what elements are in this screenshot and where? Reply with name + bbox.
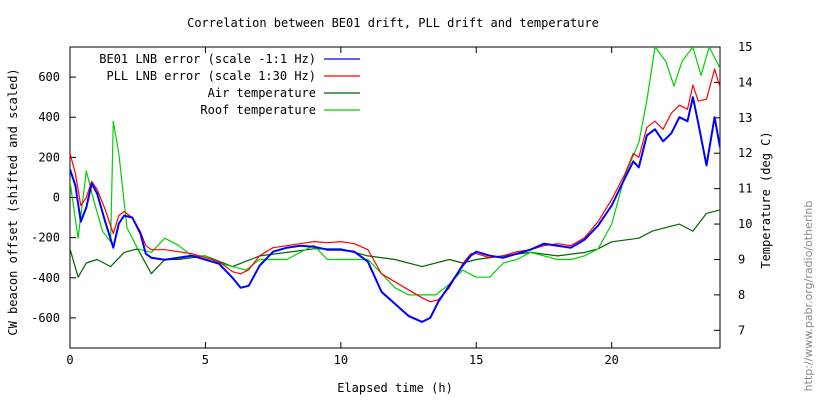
y-tick-label: -400 [31, 271, 60, 285]
legend-label-roof-temperature: Roof temperature [200, 103, 316, 117]
y2-tick-label: 12 [738, 146, 752, 160]
x-axis: 0 5 10 15 20 [66, 47, 619, 367]
y-tick-label: 200 [38, 150, 60, 164]
legend-label-be01-lnb-error-scale-1-1-hz: BE01 LNB error (scale -1:1 Hz) [99, 52, 316, 66]
y2-tick-label: 10 [738, 217, 752, 231]
y2-tick-label: 11 [738, 182, 752, 196]
x-axis-label: Elapsed time (h) [337, 381, 453, 395]
x-tick-label: 15 [469, 353, 483, 367]
series-layer [70, 47, 720, 323]
y2-tick-label: 8 [738, 288, 745, 302]
x-tick-label: 10 [334, 353, 348, 367]
legend-label-pll-lnb-error-scale-1-30-hz: PLL LNB error (scale 1:30 Hz) [106, 69, 316, 83]
legend: BE01 LNB error (scale -1:1 Hz) PLL LNB er… [99, 52, 360, 117]
x-tick-label: 0 [66, 353, 73, 367]
series-line-air-temperature [70, 209, 720, 278]
y-tick-label: 0 [53, 191, 60, 205]
legend-label-air-temperature: Air temperature [208, 86, 316, 100]
y2-axis-label: Temperature (deg C) [759, 131, 773, 268]
credit-link[interactable]: http://www.pabr.org/radio/otherlnb [802, 201, 815, 392]
y-axis-label: CW beacon offset (shifted and scaled) [6, 68, 20, 335]
y-tick-label: -600 [31, 311, 60, 325]
y2-tick-label: 13 [738, 111, 752, 125]
y2-tick-label: 15 [738, 40, 752, 54]
y2-tick-label: 7 [738, 323, 745, 337]
y2-tick-label: 14 [738, 75, 752, 89]
y2-tick-label: 9 [738, 252, 745, 266]
series-line-roof-temperature [70, 47, 720, 296]
y-tick-label: -200 [31, 231, 60, 245]
y-axis-left: -600 -400 -200 0 200 400 600 [31, 70, 76, 325]
y-tick-label: 400 [38, 110, 60, 124]
series-line-be01-lnb-error-scale-1-1-hz [70, 96, 720, 323]
x-tick-label: 5 [202, 353, 209, 367]
x-tick-label: 20 [604, 353, 618, 367]
y-tick-label: 600 [38, 70, 60, 84]
y-axis-right: 7 8 9 10 11 12 13 14 15 [714, 40, 752, 337]
chart-title: Correlation between BE01 drift, PLL drif… [187, 16, 599, 30]
